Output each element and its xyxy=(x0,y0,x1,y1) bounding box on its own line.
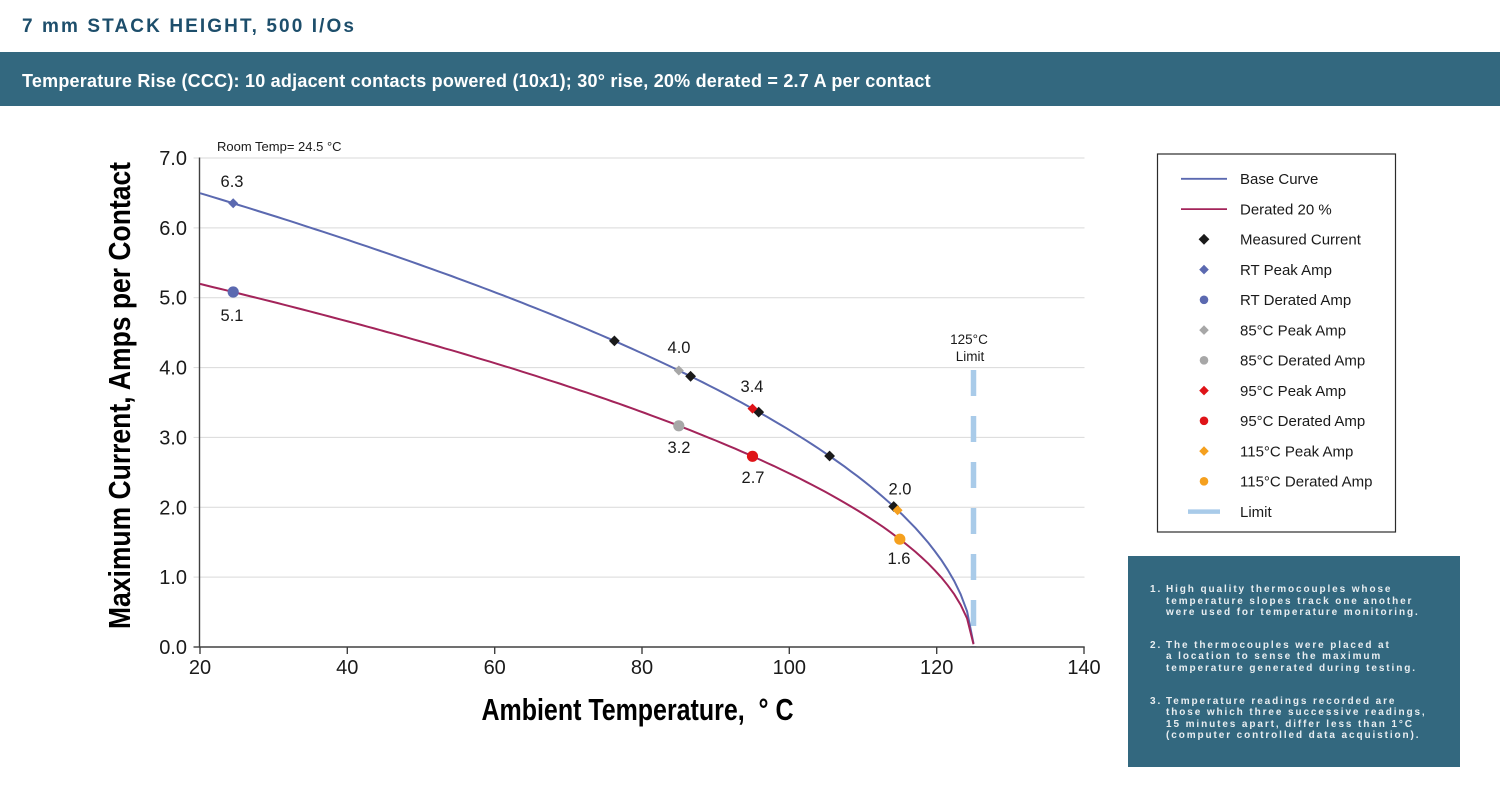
svg-text:1.6: 1.6 xyxy=(888,550,911,568)
svg-text:6.3: 6.3 xyxy=(221,173,244,191)
svg-text:100: 100 xyxy=(773,657,806,679)
svg-text:Maximum Current, Amps per Cont: Maximum Current, Amps per Contact xyxy=(102,162,137,629)
svg-text:RT Peak Amp: RT Peak Amp xyxy=(1240,262,1332,279)
svg-text:1.0: 1.0 xyxy=(159,567,187,589)
svg-text:Ambient Temperature, ° C: Ambient Temperature, ° C xyxy=(482,693,794,727)
svg-text:115°C Peak Amp: 115°C Peak Amp xyxy=(1240,443,1353,460)
svg-text:60: 60 xyxy=(484,657,506,679)
svg-text:85°C Peak Amp: 85°C Peak Amp xyxy=(1240,322,1346,339)
svg-text:Measured Current: Measured Current xyxy=(1240,232,1362,249)
svg-text:3.2: 3.2 xyxy=(668,439,691,457)
svg-text:Room Temp= 24.5 °C: Room Temp= 24.5 °C xyxy=(217,139,342,154)
svg-text:7.0: 7.0 xyxy=(159,148,187,170)
svg-text:RT Derated Amp: RT Derated Amp xyxy=(1240,292,1351,309)
svg-text:125°C: 125°C xyxy=(950,332,988,347)
svg-text:115°C Derated Amp: 115°C Derated Amp xyxy=(1240,474,1372,491)
svg-text:5.1: 5.1 xyxy=(221,307,244,325)
svg-text:20: 20 xyxy=(189,657,211,679)
svg-text:80: 80 xyxy=(631,657,653,679)
svg-text:5.0: 5.0 xyxy=(159,288,187,310)
svg-text:120: 120 xyxy=(920,657,953,679)
svg-text:2.0: 2.0 xyxy=(159,497,187,519)
svg-text:Base Curve: Base Curve xyxy=(1240,171,1318,188)
svg-text:2.7: 2.7 xyxy=(742,469,765,487)
svg-text:140: 140 xyxy=(1067,657,1100,679)
svg-text:4.0: 4.0 xyxy=(159,358,187,380)
svg-text:4.0: 4.0 xyxy=(668,339,691,357)
svg-text:85°C Derated Amp: 85°C Derated Amp xyxy=(1240,353,1365,370)
svg-text:Limit: Limit xyxy=(956,349,985,364)
svg-text:6.0: 6.0 xyxy=(159,218,187,240)
svg-text:2.0: 2.0 xyxy=(889,481,912,499)
svg-text:40: 40 xyxy=(336,657,358,679)
svg-text:0.0: 0.0 xyxy=(159,637,187,659)
svg-text:Limit: Limit xyxy=(1240,504,1273,521)
svg-text:95°C Peak Amp: 95°C Peak Amp xyxy=(1240,383,1346,400)
svg-text:3.4: 3.4 xyxy=(741,378,764,396)
svg-text:Derated 20 %: Derated 20 % xyxy=(1240,201,1332,218)
svg-text:3.0: 3.0 xyxy=(159,427,187,449)
svg-text:95°C Derated Amp: 95°C Derated Amp xyxy=(1240,413,1365,430)
